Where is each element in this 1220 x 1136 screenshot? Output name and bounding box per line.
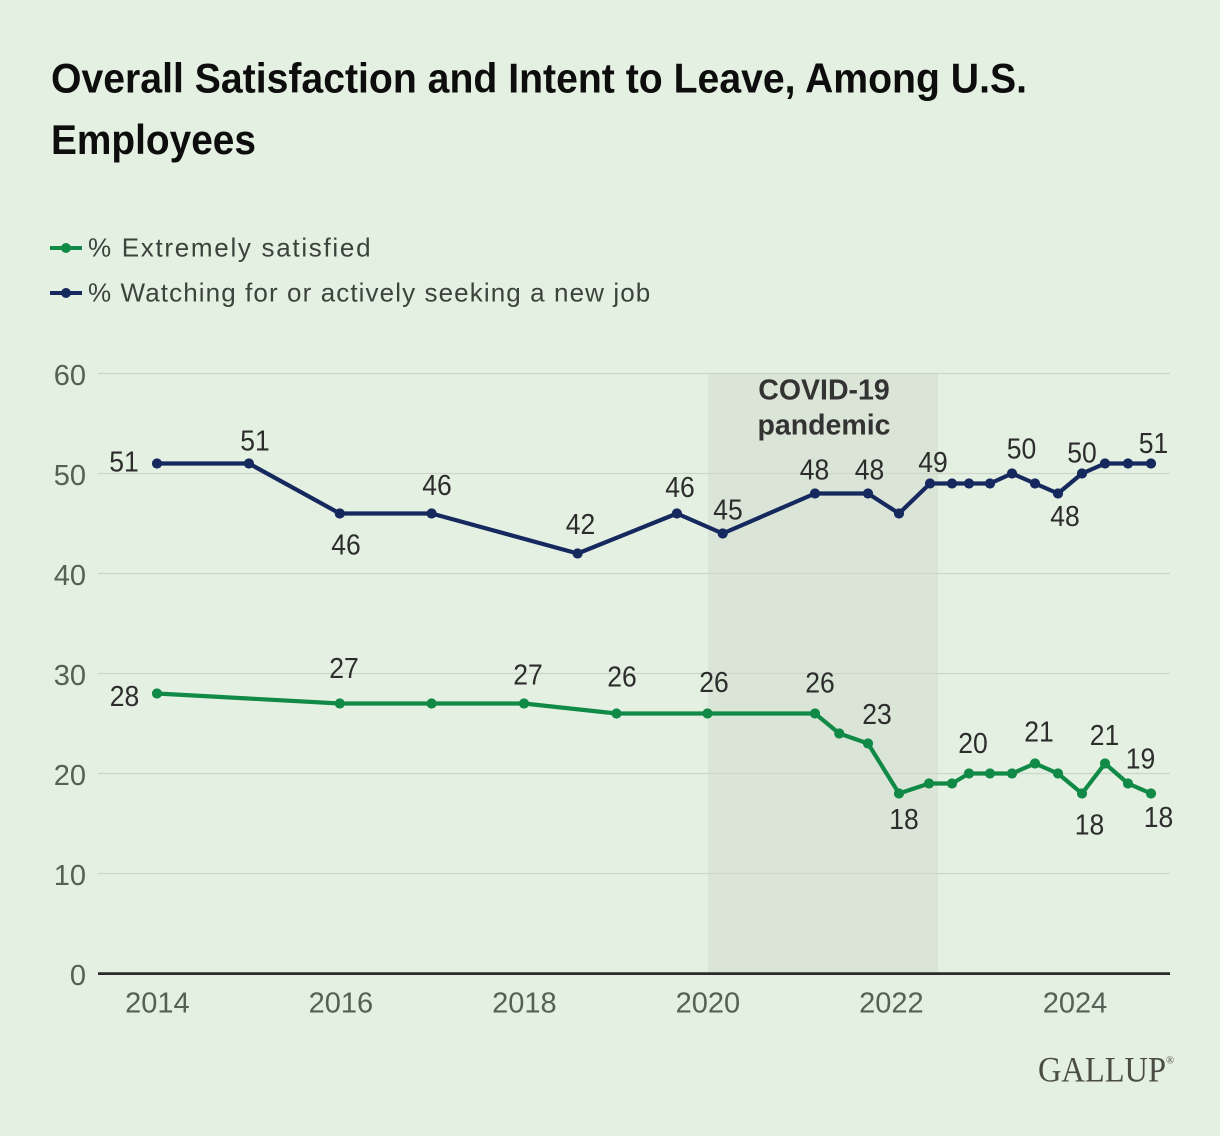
svg-text:48: 48	[1050, 501, 1080, 533]
svg-text:18: 18	[1144, 802, 1174, 834]
svg-text:40: 40	[54, 560, 86, 592]
svg-text:pandemic: pandemic	[757, 410, 890, 442]
svg-text:2014: 2014	[125, 988, 190, 1020]
svg-text:51: 51	[109, 447, 139, 479]
svg-text:28: 28	[110, 681, 140, 713]
svg-text:27: 27	[513, 660, 543, 692]
svg-text:26: 26	[699, 667, 729, 699]
svg-text:60: 60	[54, 360, 86, 392]
svg-text:19: 19	[1126, 743, 1156, 775]
svg-text:18: 18	[889, 804, 919, 836]
svg-text:23: 23	[862, 699, 892, 731]
svg-text:51: 51	[1139, 428, 1169, 460]
svg-text:46: 46	[331, 529, 361, 561]
svg-text:46: 46	[422, 470, 452, 502]
svg-text:42: 42	[566, 509, 596, 541]
svg-text:2022: 2022	[859, 988, 924, 1020]
svg-text:20: 20	[958, 728, 988, 760]
svg-text:GALLUP: GALLUP	[1038, 1050, 1166, 1090]
svg-text:50: 50	[1007, 434, 1037, 466]
svg-text:26: 26	[607, 662, 637, 694]
svg-text:26: 26	[805, 668, 835, 700]
svg-text:% Extremely satisfied: % Extremely satisfied	[88, 233, 372, 263]
svg-text:10: 10	[54, 860, 86, 892]
svg-text:49: 49	[918, 447, 948, 479]
svg-text:2016: 2016	[309, 988, 374, 1020]
svg-text:COVID-19: COVID-19	[758, 375, 889, 407]
svg-text:2018: 2018	[492, 988, 557, 1020]
svg-text:48: 48	[855, 454, 885, 486]
svg-text:2024: 2024	[1043, 988, 1108, 1020]
svg-text:30: 30	[54, 660, 86, 692]
svg-text:®: ®	[1166, 1056, 1174, 1067]
svg-text:21: 21	[1090, 720, 1120, 752]
svg-text:45: 45	[713, 495, 743, 527]
svg-text:% Watching for or actively see: % Watching for or actively seeking a new…	[88, 278, 651, 308]
svg-text:0: 0	[70, 960, 86, 992]
svg-text:Employees: Employees	[51, 116, 256, 163]
svg-text:18: 18	[1075, 809, 1105, 841]
svg-text:50: 50	[54, 460, 86, 492]
svg-text:51: 51	[240, 425, 270, 457]
svg-text:20: 20	[54, 760, 86, 792]
svg-text:21: 21	[1024, 717, 1054, 749]
svg-text:46: 46	[665, 472, 695, 504]
svg-text:50: 50	[1067, 437, 1097, 469]
svg-text:48: 48	[800, 454, 830, 486]
svg-text:Overall Satisfaction and Inten: Overall Satisfaction and Intent to Leave…	[51, 55, 1027, 102]
svg-text:2020: 2020	[676, 988, 741, 1020]
svg-text:27: 27	[329, 653, 359, 685]
